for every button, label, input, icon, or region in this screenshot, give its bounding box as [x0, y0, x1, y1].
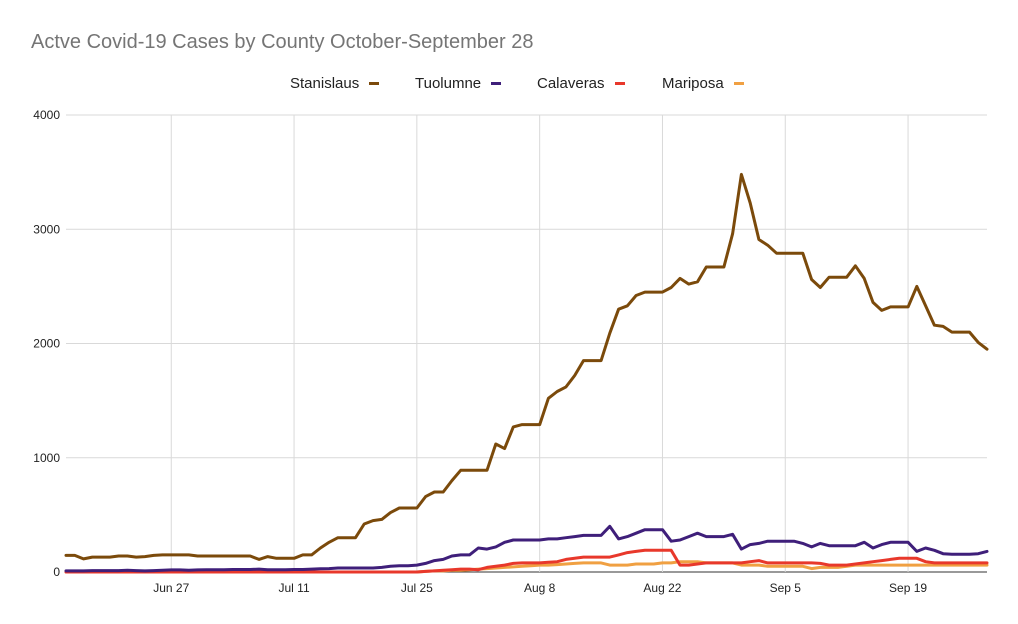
- x-tick-label: Sep 19: [889, 581, 927, 595]
- x-tick-label: Jun 27: [153, 581, 189, 595]
- x-tick-label: Jul 11: [278, 581, 309, 595]
- legend-item-stanislaus: Stanislaus: [290, 71, 380, 95]
- series-line-tuolumne: [64, 524, 989, 573]
- legend-item-tuolumne: Tuolumne: [415, 71, 502, 95]
- legend-swatch: [614, 81, 625, 85]
- legend-label: Stanislaus: [290, 74, 360, 92]
- x-tick-label: Jul 25: [401, 581, 433, 595]
- legend-label: Tuolumne: [415, 74, 482, 92]
- y-tick-label: 1000: [33, 451, 60, 465]
- chart-title: Actve Covid-19 Cases by County October-S…: [31, 31, 534, 53]
- x-tick-label: Sep 5: [770, 581, 802, 595]
- legend-swatch: [491, 81, 502, 85]
- legend-label: Calaveras: [537, 74, 605, 92]
- y-tick-label: 3000: [33, 222, 60, 236]
- legend-item-calaveras: Calaveras: [537, 71, 625, 95]
- x-tick-label: Aug 8: [524, 581, 556, 595]
- legend-swatch: [369, 81, 380, 85]
- legend-swatch: [733, 81, 744, 85]
- legend-item-mariposa: Mariposa: [662, 71, 744, 95]
- y-tick-label: 4000: [33, 108, 60, 122]
- legend-label: Mariposa: [662, 74, 724, 92]
- legend: Stanislaus Tuolumne Calaveras Mariposa: [0, 71, 1018, 95]
- y-tick-label: 2000: [33, 337, 60, 351]
- y-tick-label: 0: [53, 565, 60, 579]
- series-line-calaveras: [64, 548, 989, 574]
- x-tick-label: Aug 22: [643, 581, 681, 595]
- series-line-stanislaus: [64, 172, 989, 561]
